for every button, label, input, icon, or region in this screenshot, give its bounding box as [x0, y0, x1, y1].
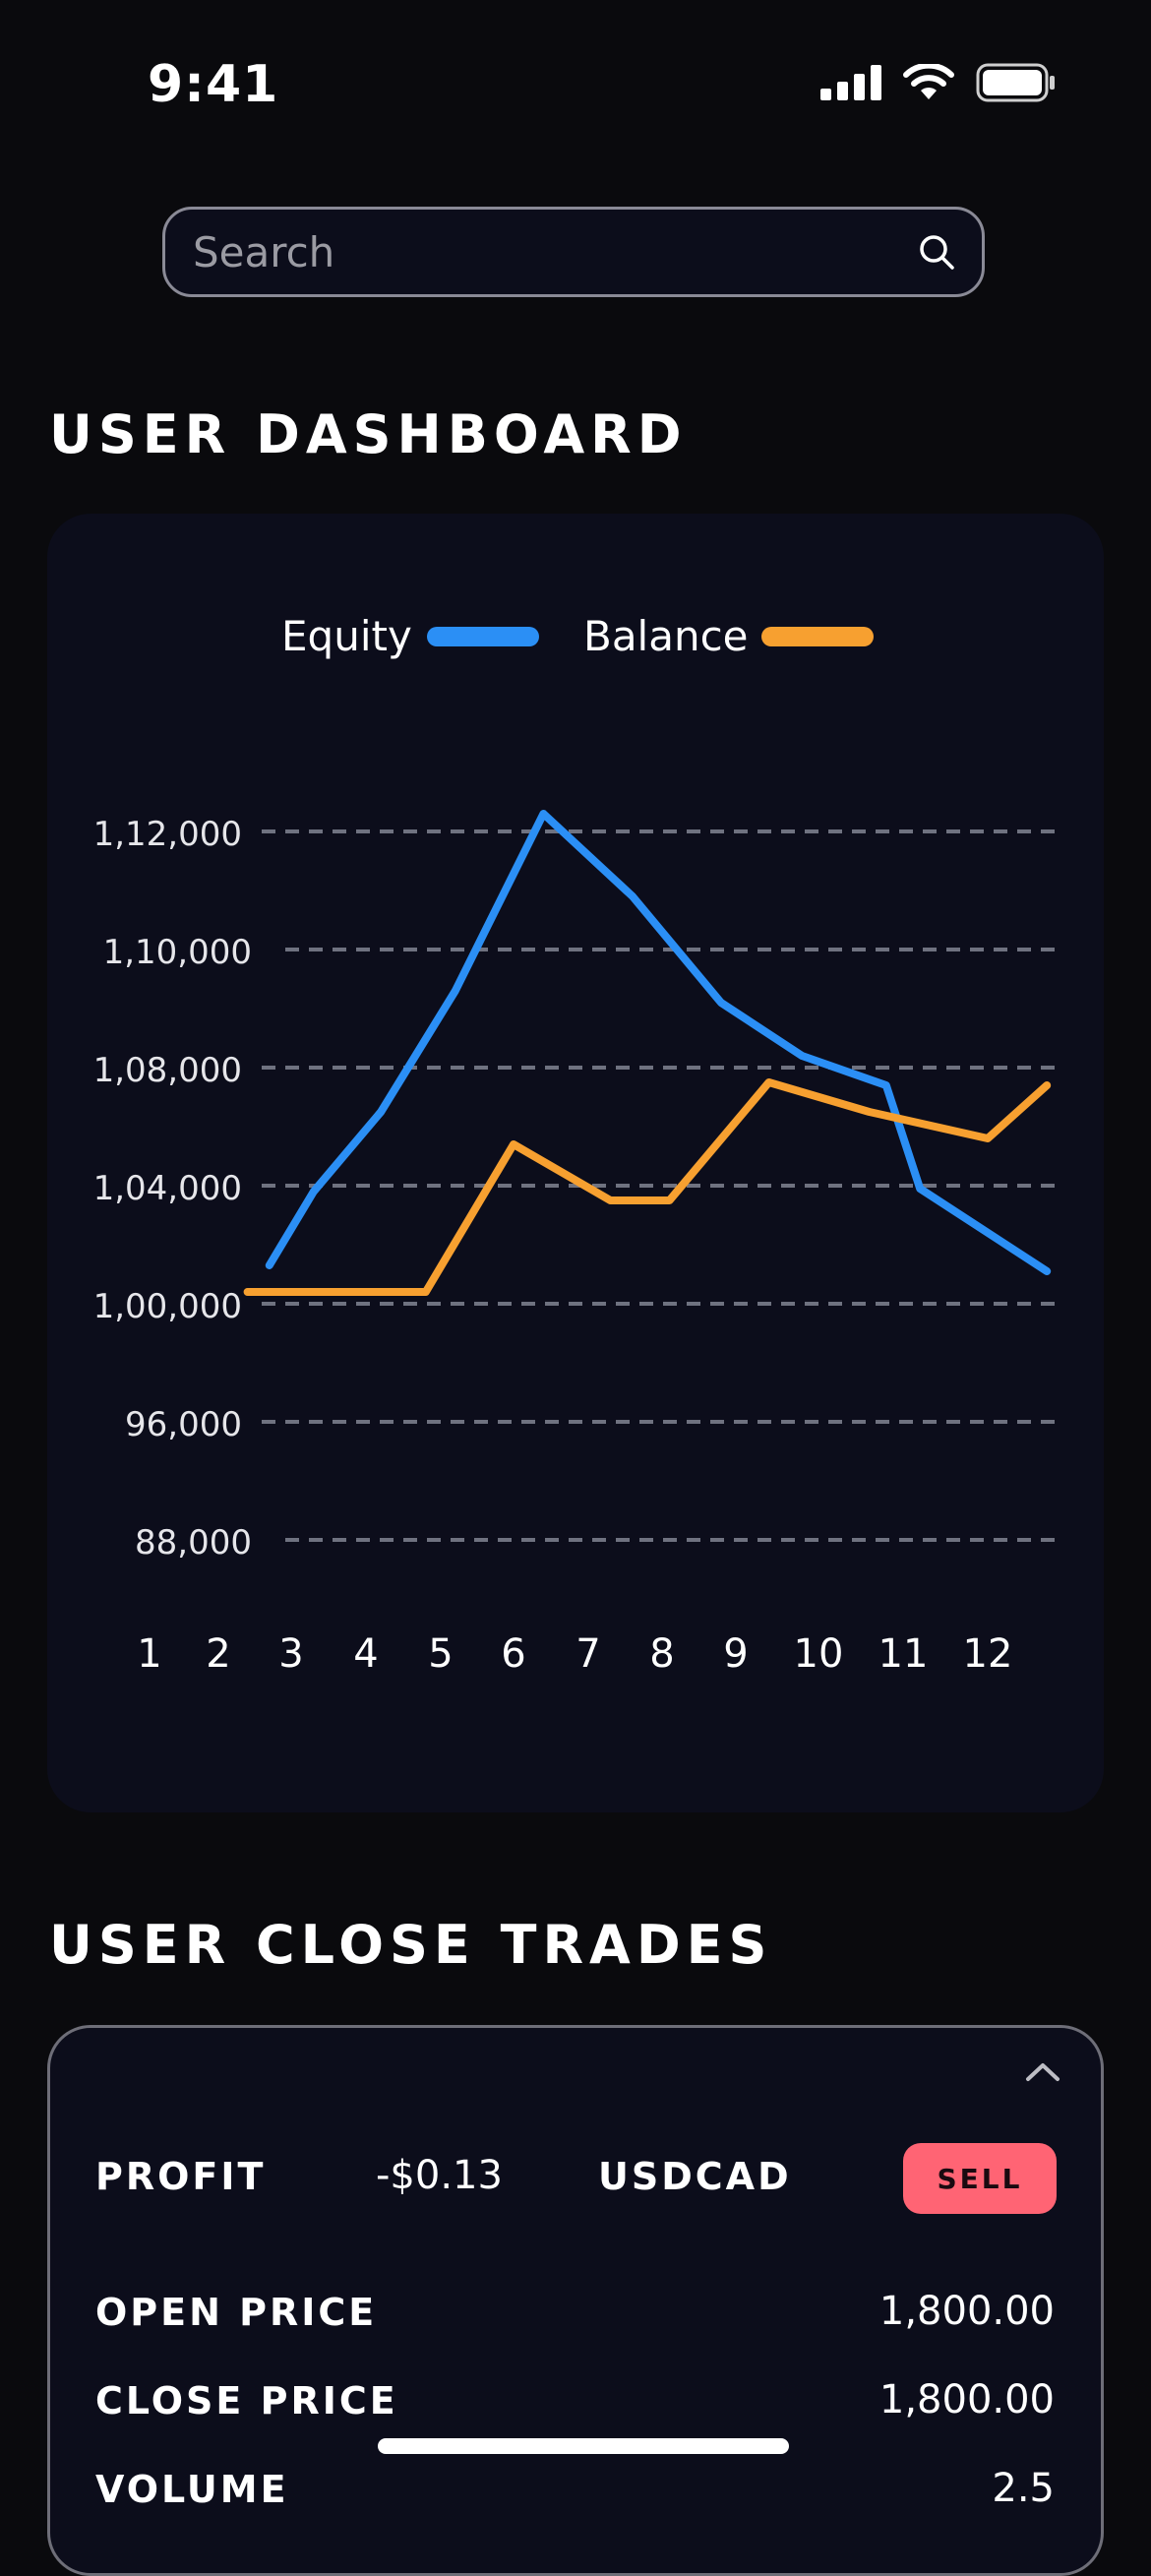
x-tick-label: 5 — [428, 1631, 453, 1677]
y-tick-label: 1,10,000 — [103, 933, 252, 972]
search-icon[interactable] — [917, 232, 956, 272]
legend-label-equity: Equity — [281, 612, 412, 660]
x-tick-label: 4 — [353, 1631, 378, 1677]
close-price-label: CLOSE PRICE — [95, 2379, 398, 2423]
volume-value: 2.5 — [992, 2466, 1055, 2511]
volume-label: VOLUME — [95, 2468, 289, 2511]
search-bar[interactable] — [162, 207, 985, 297]
open-price-label: OPEN PRICE — [95, 2291, 378, 2334]
chevron-up-icon[interactable] — [1025, 2060, 1060, 2082]
profit-value: -$0.13 — [376, 2153, 503, 2198]
x-tick-label: 2 — [206, 1631, 230, 1677]
trade-card — [47, 2025, 1104, 2576]
battery-icon — [976, 63, 1055, 102]
equity-balance-chart: Equity Balance 1,12,000 1,10,000 1,08,000 1,0… — [93, 612, 1060, 1677]
y-tick-label: 1,04,000 — [93, 1169, 242, 1208]
close-price-value: 1,800.00 — [878, 2377, 1055, 2423]
x-tick-label: 11 — [878, 1631, 929, 1677]
home-indicator — [378, 2438, 789, 2454]
x-tick-label: 3 — [278, 1631, 303, 1677]
series-line-balance — [243, 1078, 1052, 1296]
status-time: 9:41 — [148, 55, 279, 114]
signal-icon — [820, 65, 881, 100]
x-tick-label: 8 — [649, 1631, 674, 1677]
legend-label-balance: Balance — [583, 612, 749, 660]
y-tick-label: 96,000 — [125, 1405, 242, 1444]
y-tick-label: 1,00,000 — [93, 1287, 242, 1326]
x-tick-label: 7 — [576, 1631, 600, 1677]
y-tick-label: 88,000 — [135, 1523, 252, 1563]
status-icons — [820, 63, 1057, 102]
trades-title: USER CLOSE TRADES — [49, 1914, 773, 1976]
dashboard-title: USER DASHBOARD — [49, 403, 688, 465]
dashboard-chart-card: Equity Balance 1,12,000 1,10,000 1,08,000 1,0… — [47, 514, 1104, 1812]
sell-badge: SELL — [903, 2143, 1057, 2214]
x-tick-label: 12 — [963, 1631, 1013, 1677]
y-tick-label: 1,08,000 — [93, 1051, 242, 1090]
x-tick-label: 9 — [723, 1631, 748, 1677]
wifi-icon — [903, 64, 954, 99]
profit-label: PROFIT — [95, 2155, 267, 2198]
search-input[interactable] — [191, 226, 917, 277]
x-tick-label: 1 — [137, 1631, 161, 1677]
x-tick-label: 6 — [501, 1631, 525, 1677]
open-price-value: 1,800.00 — [878, 2289, 1055, 2334]
y-tick-label: 1,12,000 — [93, 815, 242, 854]
x-tick-label: 10 — [794, 1631, 844, 1677]
symbol-label: USDCAD — [598, 2155, 792, 2198]
